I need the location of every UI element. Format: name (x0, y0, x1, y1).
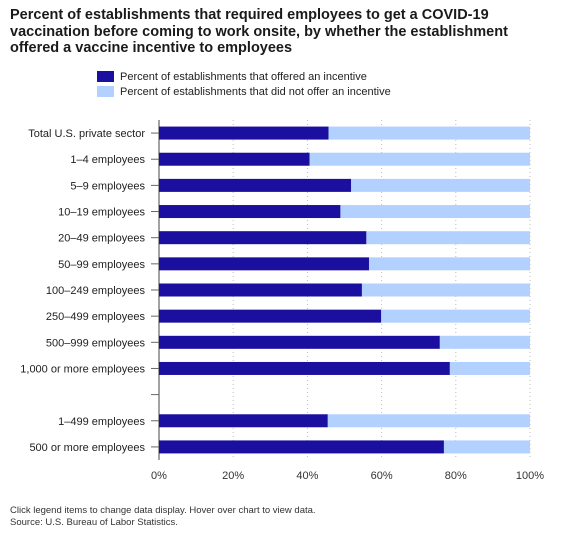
footer-note: Click legend items to change data displa… (10, 505, 316, 516)
bar-offered-incentive[interactable] (159, 309, 382, 323)
category-label: 500–999 employees (46, 337, 146, 349)
bar-chart: 0% 20% 40% 60% 80% 100% Total U.S. private sec… (20, 120, 544, 482)
bar-no-incentive[interactable] (381, 309, 530, 323)
bar-no-incentive[interactable] (328, 126, 530, 140)
x-tick-label: 60% (371, 470, 393, 482)
bar-offered-incentive[interactable] (159, 152, 310, 166)
bar-offered-incentive[interactable] (159, 361, 450, 375)
legend-label-not-offered: Percent of establishments that did not o… (120, 85, 391, 98)
bar-no-incentive[interactable] (327, 414, 530, 428)
bar-no-incentive[interactable] (449, 361, 530, 375)
x-tick-label: 20% (222, 470, 244, 482)
legend-label-offered: Percent of establishments that offered a… (120, 70, 367, 83)
footer: Click legend items to change data displa… (10, 505, 316, 529)
category-label: 500 or more employees (29, 442, 145, 454)
bar-offered-incentive[interactable] (159, 205, 341, 219)
legend-item-not-offered[interactable]: Percent of establishments that did not o… (97, 84, 391, 99)
bar-no-incentive[interactable] (443, 440, 530, 454)
category-label: 10–19 employees (58, 207, 145, 219)
category-label: 20–49 employees (58, 233, 145, 245)
bar-offered-incentive[interactable] (159, 440, 444, 454)
footer-source: Source: U.S. Bureau of Labor Statistics. (10, 517, 178, 528)
bar-no-incentive[interactable] (361, 283, 530, 297)
bar-no-incentive[interactable] (309, 152, 530, 166)
category-label: 1–4 employees (70, 154, 145, 166)
legend: Percent of establishments that offered a… (97, 69, 391, 99)
bar-offered-incentive[interactable] (159, 335, 440, 349)
legend-swatch-not-offered (97, 86, 114, 97)
x-tick-label: 40% (296, 470, 318, 482)
category-label: 50–99 employees (58, 259, 145, 271)
bar-offered-incentive[interactable] (159, 126, 329, 140)
bar-no-incentive[interactable] (368, 257, 530, 271)
bar-offered-incentive[interactable] (159, 414, 328, 428)
legend-item-offered[interactable]: Percent of establishments that offered a… (97, 69, 391, 84)
legend-swatch-offered (97, 71, 114, 82)
bar-no-incentive[interactable] (351, 178, 530, 192)
bar-no-incentive[interactable] (439, 335, 530, 349)
bar-offered-incentive[interactable] (159, 231, 367, 245)
bar-offered-incentive[interactable] (159, 178, 352, 192)
category-label: 5–9 employees (70, 180, 145, 192)
chart-title: Percent of establishments that required … (10, 7, 508, 56)
bar-offered-incentive[interactable] (159, 283, 362, 297)
category-label: 100–249 employees (46, 285, 146, 297)
category-label: 1,000 or more employees (20, 363, 145, 375)
category-label: 1–499 employees (58, 416, 145, 428)
bar-no-incentive[interactable] (340, 205, 530, 219)
category-label: 250–499 employees (46, 311, 146, 323)
x-tick-label: 100% (516, 470, 544, 482)
x-tick-label: 0% (151, 470, 167, 482)
bar-offered-incentive[interactable] (159, 257, 369, 271)
bar-no-incentive[interactable] (366, 231, 530, 245)
x-tick-label: 80% (445, 470, 467, 482)
category-label: Total U.S. private sector (28, 128, 145, 140)
